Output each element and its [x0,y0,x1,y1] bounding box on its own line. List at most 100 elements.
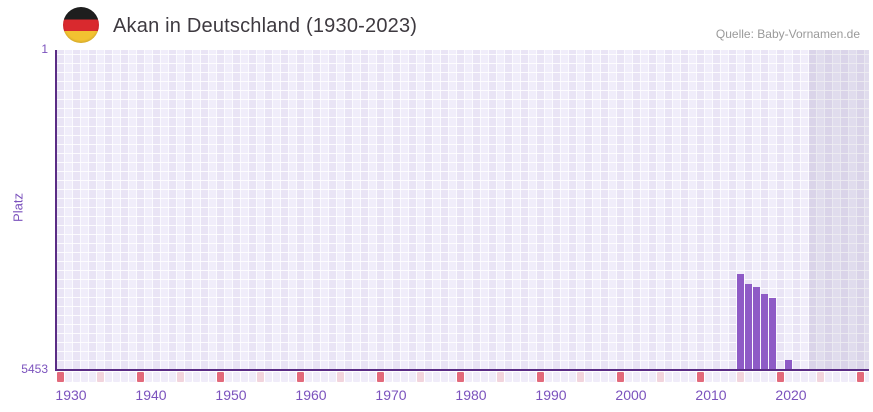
year-tick-cell-1968 [361,372,368,382]
y-axis-label: Platz [10,193,26,222]
year-tick-cell-1951 [225,372,232,382]
year-tick-cell-2030 [857,372,864,382]
year-tick-cell-2014 [729,372,736,382]
year-tick-cell-1997 [593,372,600,382]
year-tick-cell-2027 [833,372,840,382]
year-tick-cell-1970 [377,372,384,382]
year-tick-cell-2020 [777,372,784,382]
germany-flag-icon [63,7,99,43]
future-years-shaded-band [809,50,869,370]
year-tick-cell-1947 [193,372,200,382]
year-tick-cell-2005 [657,372,664,382]
year-tick-cell-1991 [545,372,552,382]
y-axis-tick-top: 1 [41,42,48,56]
year-tick-cell-1996 [585,372,592,382]
year-tick-cell-2026 [825,372,832,382]
x-axis-tick-label-1980: 1980 [455,387,487,403]
year-tick-cell-1949 [209,372,216,382]
source-attribution: Quelle: Baby-Vornamen.de [715,27,860,41]
year-tick-cell-2031 [865,372,869,382]
year-tick-cell-1993 [561,372,568,382]
year-tick-cell-1935 [97,372,104,382]
x-axis-tick-label-2010: 2010 [695,387,727,403]
year-tick-cell-1952 [233,372,240,382]
year-tick-cell-1932 [73,372,80,382]
year-tick-cell-2023 [801,372,808,382]
x-axis-tick-label-1930: 1930 [55,387,87,403]
year-tick-cell-1994 [569,372,576,382]
year-tick-cell-1969 [369,372,376,382]
year-tick-cell-1973 [401,372,408,382]
x-axis-tick-label-1990: 1990 [535,387,567,403]
year-tick-cell-2000 [617,372,624,382]
year-tick-cell-1974 [409,372,416,382]
year-tick-cell-1938 [121,372,128,382]
year-tick-cell-2028 [841,372,848,382]
year-tick-cell-2015 [737,372,744,382]
year-tick-cell-1941 [145,372,152,382]
rank-bar-2019 [769,298,776,370]
year-tick-cell-1965 [337,372,344,382]
year-tick-cell-2012 [713,372,720,382]
rank-bar-2021 [785,359,792,370]
year-tick-cell-1943 [161,372,168,382]
year-tick-cell-1995 [577,372,584,382]
year-tick-cell-1972 [393,372,400,382]
year-tick-cell-1961 [305,372,312,382]
rank-bar-2018 [761,293,768,370]
year-tick-cell-1959 [289,372,296,382]
year-tick-cell-1986 [505,372,512,382]
year-tick-cell-1990 [537,372,544,382]
year-tick-cell-1984 [489,372,496,382]
year-tick-cell-1987 [513,372,520,382]
year-tick-cell-1989 [529,372,536,382]
plot-area [57,50,869,370]
year-tick-cell-1950 [217,372,224,382]
year-tick-cell-1940 [137,372,144,382]
x-axis-tick-label-2020: 2020 [775,387,807,403]
rank-bar-2015 [737,274,744,370]
x-axis-tick-label-2000: 2000 [615,387,647,403]
year-tick-cell-1936 [105,372,112,382]
year-tick-cell-1981 [465,372,472,382]
year-tick-cell-1944 [169,372,176,382]
year-tick-cell-1946 [185,372,192,382]
y-axis-tick-bottom: 5453 [21,362,48,376]
year-tick-cell-2022 [793,372,800,382]
year-tick-cell-2011 [705,372,712,382]
year-tick-cell-1962 [313,372,320,382]
year-tick-cell-1957 [273,372,280,382]
year-tick-cell-2010 [697,372,704,382]
year-tick-cell-1931 [65,372,72,382]
year-tick-cell-2018 [761,372,768,382]
year-tick-cell-1980 [457,372,464,382]
rank-bar-2017 [753,287,760,370]
year-tick-cell-1930 [57,372,64,382]
year-tick-cell-2001 [625,372,632,382]
year-tick-cell-1958 [281,372,288,382]
y-axis-line [55,50,57,371]
x-axis-tick-label-1940: 1940 [135,387,167,403]
year-tick-cell-2009 [689,372,696,382]
year-tick-cell-1985 [497,372,504,382]
year-tick-cell-2025 [817,372,824,382]
year-tick-cell-1954 [249,372,256,382]
x-axis-line [55,369,869,371]
year-tick-cell-1971 [385,372,392,382]
year-tick-cell-2017 [753,372,760,382]
year-tick-cell-1960 [297,372,304,382]
year-tick-cell-1963 [321,372,328,382]
year-tick-cell-1975 [417,372,424,382]
year-tick-cell-1964 [329,372,336,382]
year-tick-cell-2003 [641,372,648,382]
year-tick-cell-1978 [441,372,448,382]
year-tick-cell-1966 [345,372,352,382]
year-tick-strip [57,372,869,382]
year-tick-cell-1999 [609,372,616,382]
year-tick-cell-2004 [649,372,656,382]
year-tick-cell-2008 [681,372,688,382]
year-tick-cell-2029 [849,372,856,382]
rank-bar-2016 [745,284,752,370]
year-tick-cell-1955 [257,372,264,382]
